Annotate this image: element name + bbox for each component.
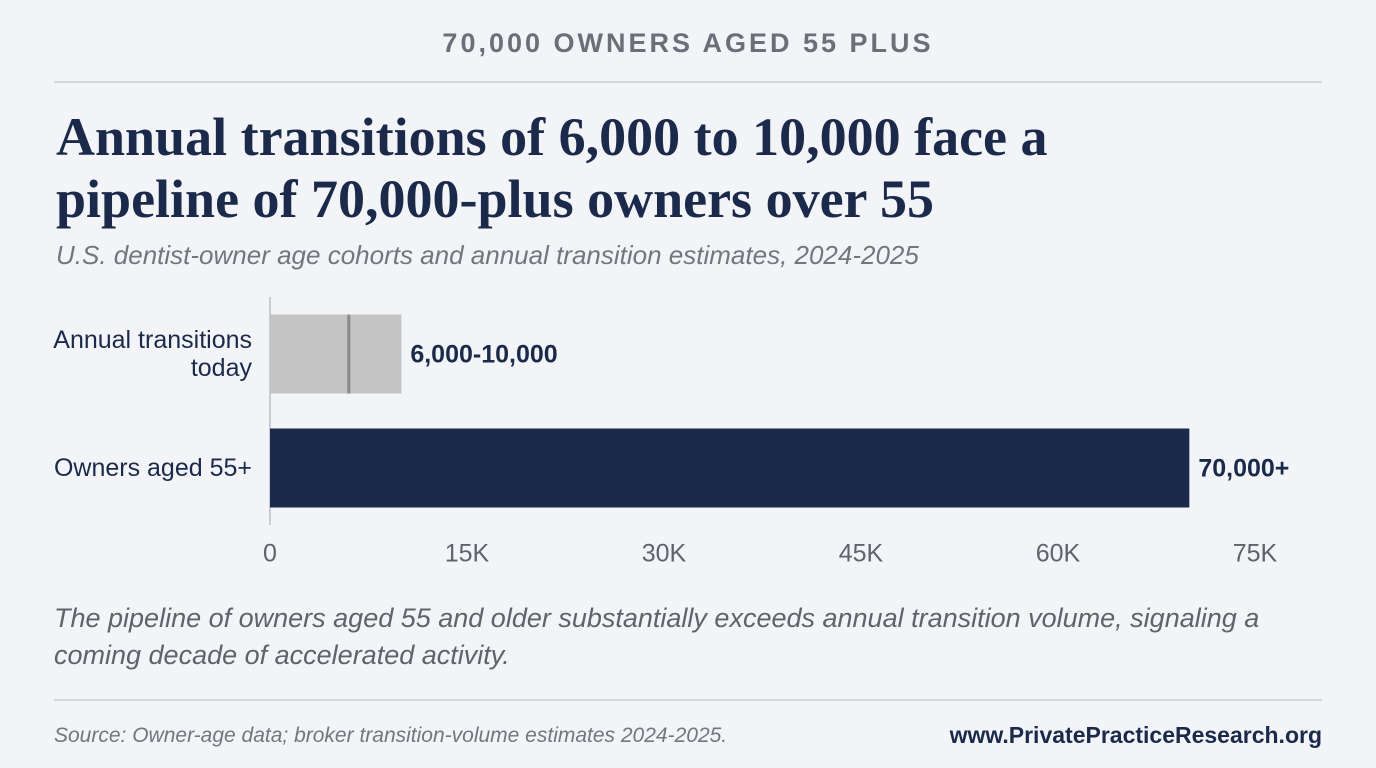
kicker: 70,000 OWNERS AGED 55 PLUS xyxy=(442,28,934,58)
x-tick-label: 45K xyxy=(839,540,884,568)
value-label: 6,000-10,000 xyxy=(410,341,557,369)
chart-title: Annual transitions of 6,000 to 10,000 fa… xyxy=(56,107,1048,229)
website: www.PrivatePracticeResearch.org xyxy=(949,722,1322,748)
bar xyxy=(270,314,402,394)
y-tick-label: Owners aged 55+ xyxy=(53,454,252,482)
divider xyxy=(54,81,1322,83)
x-tick-label: 15K xyxy=(445,540,490,568)
value-label: 70,000+ xyxy=(1198,455,1289,483)
x-tick-label: 60K xyxy=(1036,540,1081,568)
note: The pipeline of owners aged 55 and older… xyxy=(54,603,1260,670)
x-tick-label: 30K xyxy=(642,540,687,568)
bar xyxy=(270,428,1190,508)
source: Source: Owner-age data; broker transitio… xyxy=(54,724,728,747)
chart-subtitle: U.S. dentist-owner age cohorts and annua… xyxy=(56,240,919,270)
x-tick-label: 0 xyxy=(263,540,277,568)
y-tick-label: Annual transitions today xyxy=(53,326,252,382)
divider xyxy=(54,699,1322,701)
x-tick-label: 75K xyxy=(1233,540,1278,568)
